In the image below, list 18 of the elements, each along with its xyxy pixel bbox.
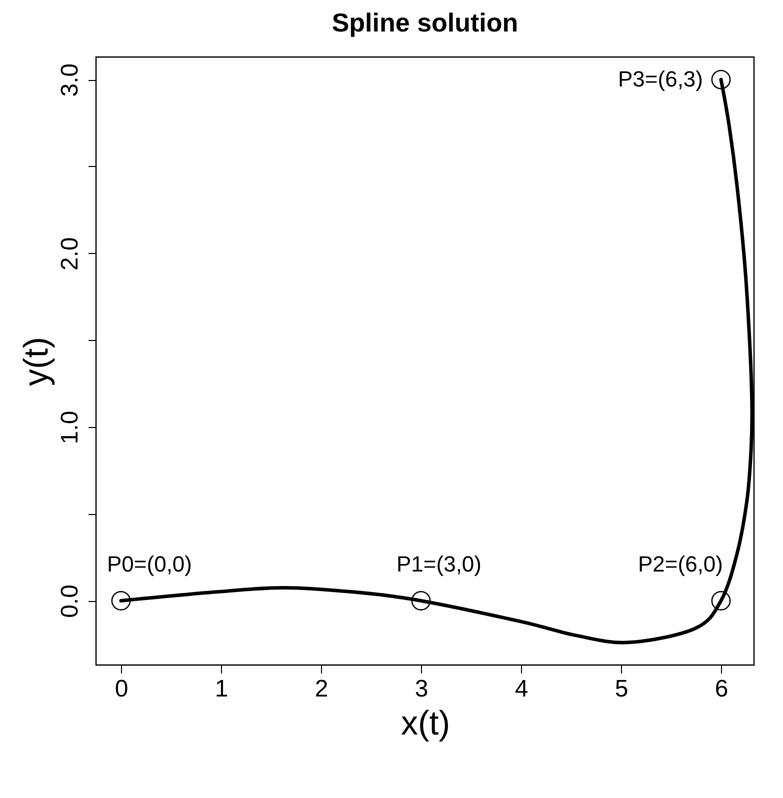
y-tick-label: 3.0 [56, 63, 84, 97]
y-axis-title: y(t) [18, 336, 56, 386]
chart-title: Spline solution [332, 7, 518, 38]
x-tick-label: 5 [614, 676, 628, 702]
y-tick-label: 1.0 [56, 410, 84, 444]
x-tick-label: 2 [314, 676, 328, 702]
x-tick-label: 1 [214, 676, 228, 702]
annotation: P3=(6,3) [618, 66, 703, 92]
x-tick-label: 6 [714, 676, 728, 702]
y-tick-label: 2.0 [56, 237, 84, 270]
y-tick-label: 0.0 [56, 584, 84, 618]
annotation: P1=(3,0) [396, 552, 482, 577]
x-tick-label: 4 [514, 676, 528, 702]
x-tick-label: 3 [414, 676, 428, 702]
x-tick-label: 0 [114, 676, 128, 702]
annotation: P0=(0,0) [107, 552, 192, 577]
annotation: P2=(6,0) [638, 552, 723, 577]
x-axis-title: x(t) [400, 704, 450, 742]
